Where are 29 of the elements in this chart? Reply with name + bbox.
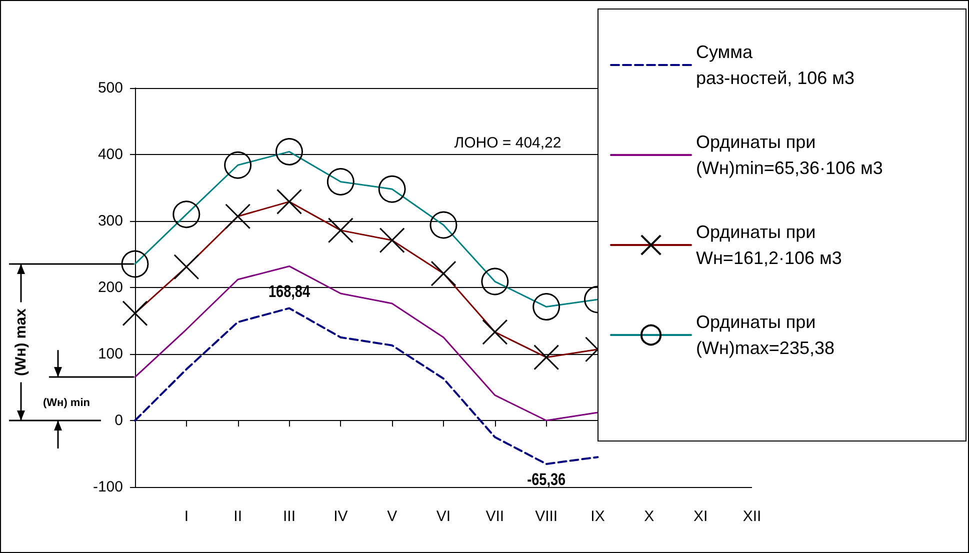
annotation: -65,36 [527, 470, 566, 490]
annotation: ЛОНО = 404,22 [454, 134, 562, 152]
legend-label: Сумма раз-ностей, 106 м3 [696, 42, 855, 88]
x-tick-label: XI [693, 508, 708, 525]
x-tick-label: VIII [535, 508, 558, 525]
x-tick-label: I [184, 508, 189, 525]
y-tick-label: 0 [114, 412, 123, 429]
y-tick-label: 400 [98, 146, 123, 163]
text: (Wн) max [12, 308, 30, 376]
x-tick-label: IX [590, 508, 605, 525]
y-tick-label: 500 [98, 80, 123, 96]
x-tick-label: XII [742, 508, 762, 525]
x-tick-label: VI [436, 508, 451, 525]
y-tick-label: 300 [98, 212, 123, 230]
x-tick-label: IV [334, 508, 348, 525]
text: (Wн) min [43, 396, 90, 409]
line-series [134, 265, 598, 422]
y-tick-label: -100 [92, 478, 123, 496]
x-tick-label: III [282, 508, 296, 525]
line-series [134, 307, 599, 465]
y-tick-label: 200 [98, 279, 123, 296]
x-tick-label: V [387, 508, 398, 525]
x-tick-label: II [234, 508, 242, 525]
x-tick-label: X [644, 508, 654, 525]
y-tick-label: 100 [98, 346, 123, 362]
legend-label: Ординаты при Wн=161,2·106 м3 [696, 222, 842, 268]
legend-label: Ординаты при (Wн)min=65,36·106 м3 [696, 132, 883, 178]
legend-label: Ординаты при (Wн)max=235,38 [696, 312, 834, 358]
x-tick-label: VII [486, 508, 504, 525]
